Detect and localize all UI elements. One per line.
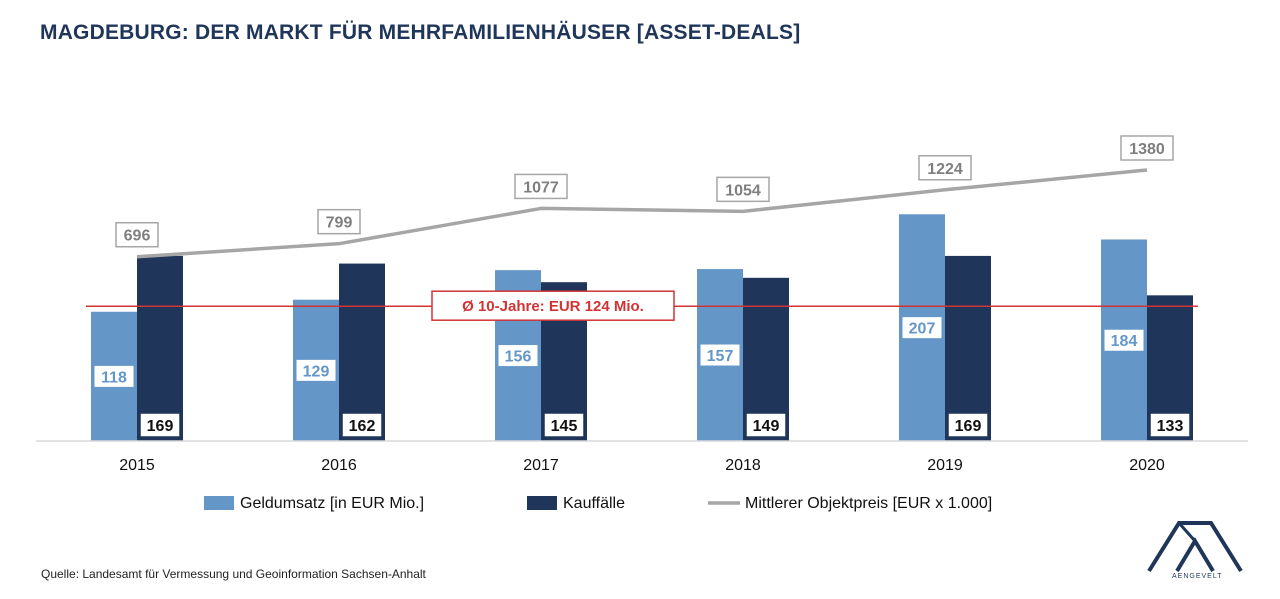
line-layer: 696 799 1077 1054 1224 1380 bbox=[115, 135, 1174, 259]
label-box-kauffaelle-2015 bbox=[139, 412, 181, 438]
line-objektpreis bbox=[136, 168, 1148, 259]
label-kauffaelle-2018: 149 bbox=[753, 418, 780, 435]
label-box-geldumsatz-2017 bbox=[497, 344, 539, 368]
chart-title: MAGDEBURG: DER MARKT FÜR MEHRFAMILIENHÄU… bbox=[40, 21, 801, 44]
legend-label-objektpreis: Mittlerer Objektpreis [EUR x 1.000] bbox=[745, 495, 992, 512]
label-box-kauffaelle-2020 bbox=[1149, 412, 1191, 438]
tick-label-2015: 2015 bbox=[119, 457, 155, 474]
label-geldumsatz-2016: 129 bbox=[303, 363, 330, 380]
label-box-objektpreis-2015 bbox=[115, 221, 159, 248]
tick-label-2019: 2019 bbox=[927, 457, 963, 474]
legend-label-kauffaelle: Kauffälle bbox=[563, 495, 625, 512]
label-geldumsatz-2015: 118 bbox=[101, 369, 127, 386]
label-geldumsatz-2018: 157 bbox=[707, 348, 734, 365]
label-box-kauffaelle-2016 bbox=[341, 412, 383, 438]
label-objektpreis-2017: 1077 bbox=[523, 179, 559, 196]
tick-label-2018: 2018 bbox=[725, 457, 761, 474]
label-kauffaelle-2019: 169 bbox=[955, 418, 982, 435]
label-objektpreis-2019: 1224 bbox=[927, 161, 963, 178]
legend-swatch-kauffaelle bbox=[527, 496, 557, 510]
legend-swatch-geldumsatz bbox=[204, 496, 234, 510]
label-kauffaelle-2020: 133 bbox=[1157, 418, 1184, 435]
label-box-geldumsatz-2020 bbox=[1103, 328, 1145, 352]
tick-label-2020: 2020 bbox=[1129, 457, 1165, 474]
label-box-objektpreis-2019 bbox=[918, 155, 972, 181]
label-objektpreis-2016: 799 bbox=[326, 215, 353, 232]
label-box-objektpreis-2020 bbox=[1120, 135, 1174, 161]
label-box-objektpreis-2017 bbox=[514, 173, 568, 200]
label-box-objektpreis-2016 bbox=[317, 208, 361, 235]
label-geldumsatz-2017: 156 bbox=[505, 349, 532, 366]
logo-text: AENGEVELT bbox=[1172, 573, 1223, 580]
label-box-kauffaelle-2017 bbox=[543, 412, 585, 438]
average-label-box bbox=[431, 290, 675, 321]
bar-kauffaelle-2015 bbox=[137, 255, 183, 441]
legend: Geldumsatz [in EUR Mio.] Kauffälle Mittler… bbox=[204, 495, 992, 512]
aengevelt-logo bbox=[1147, 521, 1243, 573]
label-box-geldumsatz-2019 bbox=[901, 316, 943, 340]
label-box-objektpreis-2018 bbox=[716, 176, 770, 203]
label-objektpreis-2020: 1380 bbox=[1129, 141, 1165, 158]
source-note: Quelle: Landesamt für Vermessung und Geo… bbox=[41, 567, 426, 581]
label-kauffaelle-2017: 145 bbox=[551, 418, 578, 435]
label-box-geldumsatz-2016 bbox=[295, 358, 337, 382]
label-kauffaelle-2016: 162 bbox=[349, 418, 376, 435]
label-objektpreis-2018: 1054 bbox=[725, 182, 761, 199]
average-label: Ø 10-Jahre: EUR 124 Mio. bbox=[462, 298, 644, 315]
label-geldumsatz-2019: 207 bbox=[909, 321, 936, 338]
tick-label-2017: 2017 bbox=[523, 457, 559, 474]
tick-label-2016: 2016 bbox=[321, 457, 357, 474]
bar-kauffaelle-2016 bbox=[339, 263, 385, 441]
label-box-geldumsatz-2018 bbox=[699, 343, 741, 367]
average-layer: Ø 10-Jahre: EUR 124 Mio. bbox=[86, 290, 1198, 321]
x-axis: 2015 2016 2017 2018 2019 2020 bbox=[36, 440, 1248, 474]
label-geldumsatz-2020: 184 bbox=[1111, 333, 1138, 350]
legend-label-geldumsatz: Geldumsatz [in EUR Mio.] bbox=[240, 495, 424, 512]
label-objektpreis-2015: 696 bbox=[124, 228, 151, 245]
label-box-geldumsatz-2015 bbox=[93, 364, 135, 388]
label-kauffaelle-2015: 169 bbox=[147, 418, 174, 435]
label-box-kauffaelle-2018 bbox=[745, 412, 787, 438]
bar-kauffaelle-2019 bbox=[945, 255, 991, 441]
label-box-kauffaelle-2019 bbox=[947, 412, 989, 438]
data-labels-layer: 118 169 129 162 156 145 157 149 207 169 184 133 bbox=[93, 316, 1191, 438]
